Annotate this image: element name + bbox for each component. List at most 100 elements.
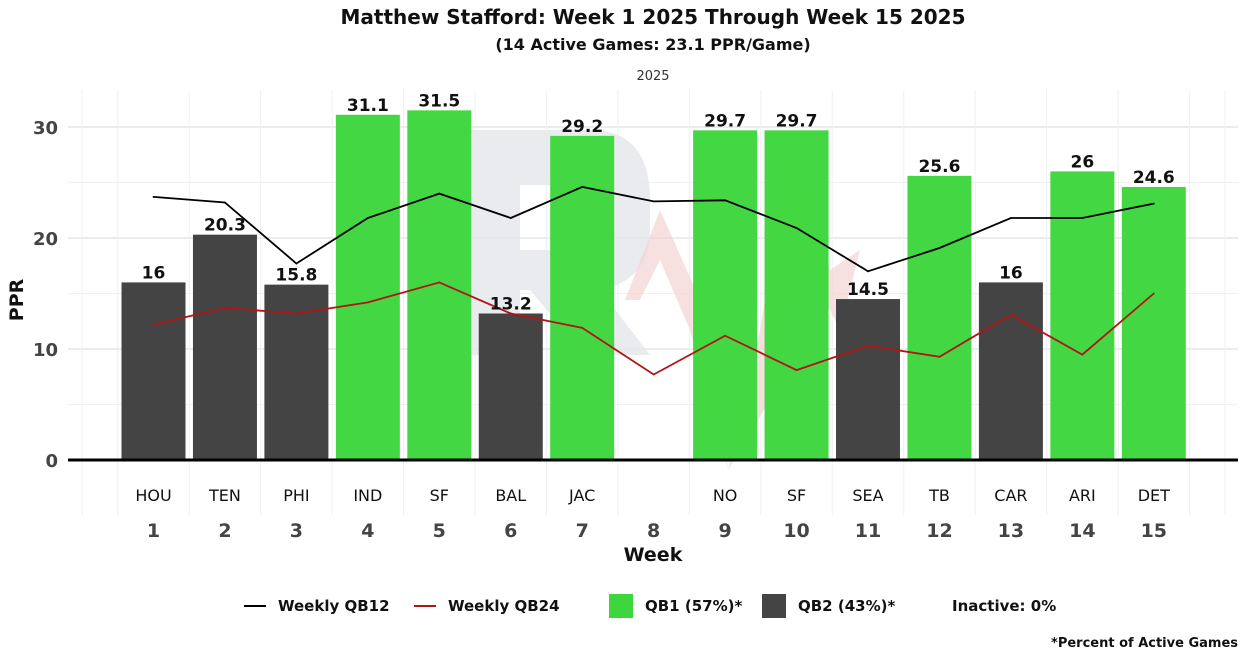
x-tick-label: 14 [1069, 520, 1095, 542]
y-tick-label: 0 [45, 451, 58, 472]
bar-week-1 [121, 282, 186, 460]
bar-value-label: 31.5 [418, 91, 460, 111]
x-tick-label: 1 [147, 520, 160, 542]
opponent-label: TEN [208, 486, 241, 505]
qb1-swatch-icon [609, 594, 633, 618]
bar-value-label: 15.8 [275, 266, 317, 286]
x-tick-label: 11 [855, 520, 881, 542]
bar-value-label: 16 [142, 263, 166, 283]
bars [121, 110, 1186, 460]
y-tick-label: 20 [33, 229, 58, 250]
bar-value-labels: 16 20.3 15.8 31.1 31.5 13.2 29.2 29.7 29.7 14.5 25… [142, 91, 1175, 314]
legend-item-qb1: QB1 (57%)* [609, 593, 742, 619]
y-tick-label: 30 [33, 118, 58, 139]
series-point [438, 281, 441, 284]
legend-label-inactive: Inactive: 0% [952, 597, 1057, 615]
legend-item-qb12: Weekly QB12 [244, 593, 390, 619]
bar-week-11 [836, 299, 900, 460]
series-point [295, 312, 298, 315]
bar-value-label: 29.2 [561, 117, 603, 137]
qb24-line-icon [414, 605, 436, 607]
series-point [938, 247, 941, 249]
opponent-label: IND [353, 486, 382, 505]
series-point [295, 262, 298, 265]
x-tick-label: 15 [1141, 520, 1167, 542]
series-point [1081, 217, 1084, 219]
series-point [867, 344, 869, 347]
bar-week-12 [907, 175, 972, 460]
bar-week-7 [550, 135, 615, 460]
opponent-label: SEA [852, 486, 883, 505]
series-point [795, 227, 798, 229]
series-point [509, 217, 512, 219]
facet-label: 2025 [636, 69, 670, 84]
bar-week-6 [478, 313, 543, 460]
series-point [1152, 292, 1155, 295]
opponent-label: HOU [135, 486, 171, 505]
opponent-label: SF [430, 486, 449, 505]
bar-value-label: 25.6 [918, 157, 960, 177]
x-tick-label: 4 [361, 520, 374, 542]
x-tick-label: 5 [433, 520, 446, 542]
bar-week-13 [978, 282, 1043, 460]
bar-value-label: 20.3 [204, 216, 246, 236]
series-point [652, 200, 655, 203]
y-axis-title: PPR [6, 278, 28, 321]
series-point [938, 355, 941, 358]
series-point [1081, 353, 1084, 356]
legend-item-qb24: Weekly QB24 [414, 593, 560, 619]
reference-lines [152, 185, 1155, 376]
opponent-label: ARI [1069, 486, 1096, 505]
bar-value-label: 29.7 [776, 111, 818, 131]
bar-value-label: 24.6 [1133, 168, 1175, 188]
bar-week-5 [407, 110, 472, 460]
qb2-swatch-icon [762, 594, 786, 618]
opponent-label: PHI [283, 486, 309, 505]
legend-item-inactive: Inactive: 0% [952, 593, 1056, 619]
x-tick-label: 6 [504, 520, 517, 542]
bar-week-15 [1121, 186, 1186, 460]
opponent-label: SF [787, 486, 806, 505]
series-point [366, 301, 369, 304]
opponent-label: JAC [568, 486, 595, 505]
bar-value-label: 13.2 [490, 294, 532, 314]
x-tick-label: 7 [576, 520, 589, 542]
series-point [867, 270, 869, 273]
legend-label-qb2: QB2 (43%)* [798, 597, 896, 615]
x-tick-label: 8 [647, 520, 660, 542]
series-point [1010, 313, 1012, 316]
bar-value-label: 26 [1071, 152, 1095, 172]
x-tick-label: 9 [718, 520, 731, 542]
series-point [795, 369, 798, 371]
opponent-label: DET [1138, 486, 1170, 505]
x-tick-label: 2 [218, 520, 231, 542]
bar-week-4 [335, 114, 400, 460]
axes: 0 10 20 30 HOU TEN PHI IND SF BAL JAC NO SF SEA TB CAR A… [33, 118, 1238, 542]
series-point [1010, 217, 1012, 219]
opponent-label: CAR [994, 486, 1027, 505]
bar-value-label: 16 [999, 263, 1023, 283]
opponent-label: BAL [495, 486, 526, 505]
series-point [224, 201, 226, 204]
chart-subtitle: (14 Active Games: 23.1 PPR/Game) [495, 35, 811, 54]
x-tick-label: 3 [290, 520, 303, 542]
bar-value-label: 29.7 [704, 111, 746, 131]
series-point [581, 327, 584, 329]
series-point [724, 199, 726, 202]
bar-week-2 [192, 234, 257, 460]
series-point [224, 307, 226, 309]
series-point [438, 192, 441, 195]
legend-label-qb24: Weekly QB24 [448, 597, 560, 615]
bar-week-14 [1050, 171, 1115, 460]
series-point [652, 373, 655, 376]
series-point [366, 217, 369, 219]
x-axis-title: Week [624, 544, 683, 566]
bar-week-9 [693, 130, 758, 460]
series-point [1152, 202, 1155, 205]
legend-item-qb2: QB2 (43%)* [762, 593, 895, 619]
bar-week-10 [764, 130, 829, 460]
series-point [152, 323, 155, 326]
series-point [509, 312, 512, 315]
x-tick-label: 10 [783, 520, 809, 542]
